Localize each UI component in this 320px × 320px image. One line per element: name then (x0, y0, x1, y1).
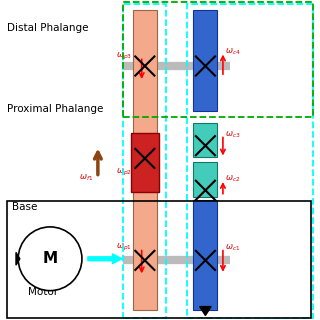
Text: Motor: Motor (28, 287, 58, 297)
FancyBboxPatch shape (194, 200, 217, 310)
Text: M: M (43, 251, 58, 266)
Polygon shape (16, 252, 20, 265)
FancyBboxPatch shape (194, 10, 217, 111)
Polygon shape (200, 307, 211, 316)
Circle shape (18, 227, 82, 291)
Text: Proximal Phalange: Proximal Phalange (7, 104, 103, 114)
Text: $\omega_{c1}$: $\omega_{c1}$ (225, 242, 240, 253)
Text: $\omega_{f1}$: $\omega_{f1}$ (79, 172, 93, 183)
FancyBboxPatch shape (194, 123, 217, 157)
Text: $\omega_{c3}$: $\omega_{c3}$ (225, 129, 240, 140)
Text: $\omega_{p1}$: $\omega_{p1}$ (116, 242, 132, 253)
FancyBboxPatch shape (194, 162, 217, 197)
Text: $\omega_{p3}$: $\omega_{p3}$ (116, 51, 132, 62)
Text: $\omega_{c2}$: $\omega_{c2}$ (225, 174, 240, 184)
FancyBboxPatch shape (131, 133, 159, 192)
Text: Base: Base (12, 202, 37, 212)
Text: $\omega_{c4}$: $\omega_{c4}$ (225, 46, 240, 57)
Text: Distal Phalange: Distal Phalange (7, 23, 89, 33)
Text: $\omega_{p2}$: $\omega_{p2}$ (116, 167, 132, 178)
FancyBboxPatch shape (133, 10, 157, 310)
